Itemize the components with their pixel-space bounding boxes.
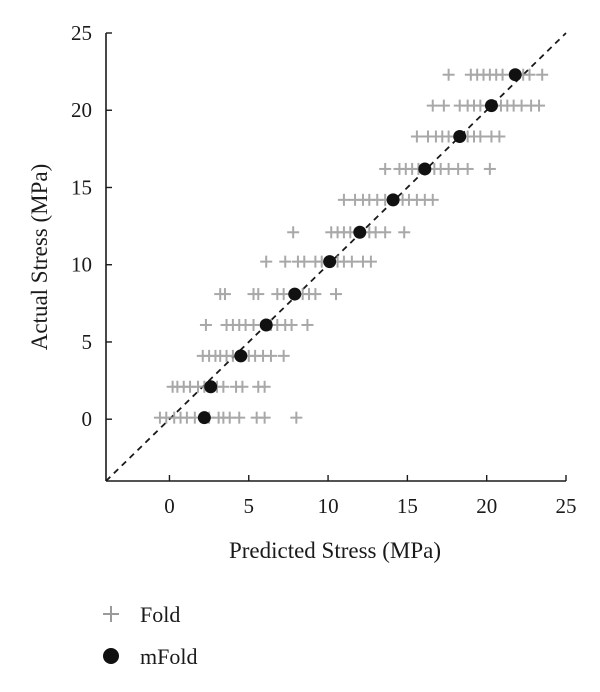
mfold-point	[508, 68, 522, 82]
x-tick-label: 10	[318, 494, 339, 518]
fold-point	[410, 130, 423, 143]
fold-point	[437, 99, 450, 112]
mfold-point	[259, 318, 273, 332]
fold-point	[233, 411, 246, 424]
fold-point	[260, 255, 273, 268]
x-tick-label: 5	[244, 494, 255, 518]
fold-point	[330, 288, 342, 301]
series-fold	[153, 68, 549, 424]
legend-marker-fold-plus-icon	[103, 606, 119, 622]
y-axis-title: Actual Stress (MPa)	[27, 164, 52, 351]
fold-point	[442, 68, 455, 81]
fold-point	[364, 255, 377, 268]
legend-label-mfold: mFold	[140, 644, 197, 669]
x-tick-label: 0	[164, 494, 175, 518]
mfold-point	[197, 411, 211, 425]
fold-point	[217, 380, 230, 393]
y-tick-label: 25	[71, 21, 92, 45]
fold-point	[426, 193, 439, 206]
fold-point	[337, 193, 350, 206]
fold-point	[285, 318, 298, 331]
x-tick-label: 15	[397, 494, 418, 518]
mfold-point	[234, 349, 248, 363]
mfold-point	[418, 162, 432, 176]
fold-point	[483, 162, 496, 175]
mfold-point	[453, 130, 467, 144]
mfold-point	[386, 193, 400, 207]
fold-point	[426, 99, 439, 112]
x-axis-title: Predicted Stress (MPa)	[229, 538, 441, 563]
mfold-point	[323, 255, 337, 269]
fold-point	[442, 130, 455, 143]
mfold-point	[353, 225, 367, 239]
fold-point	[536, 68, 549, 81]
legend-marker-mfold-circle-icon	[103, 648, 119, 664]
fold-point	[398, 226, 411, 239]
series-mfold	[197, 68, 522, 425]
y-tick-label: 0	[82, 407, 93, 431]
fold-point	[290, 411, 303, 424]
fold-point	[236, 380, 249, 393]
y-tick-label: 5	[82, 330, 93, 354]
x-tick-label: 25	[556, 494, 577, 518]
y-tick-label: 10	[71, 253, 92, 277]
identity-reference-line	[105, 32, 567, 482]
axes-layer: 0 5 10 15 20 25 0 5 10 15 20 25	[71, 21, 577, 518]
legend: Fold mFold	[103, 602, 197, 669]
fold-point	[309, 288, 322, 301]
fold-point	[461, 162, 474, 175]
mfold-point	[288, 287, 302, 301]
fold-point	[345, 255, 358, 268]
fold-point	[298, 255, 311, 268]
y-tick-label: 20	[71, 98, 92, 122]
legend-item-mfold: mFold	[103, 644, 197, 669]
fold-point	[199, 318, 212, 331]
fold-point	[218, 288, 231, 301]
fold-point	[279, 255, 292, 268]
fold-point	[301, 318, 314, 331]
x-tick-label: 20	[476, 494, 497, 518]
fold-point	[264, 349, 277, 362]
fold-point	[493, 130, 506, 143]
fold-point	[379, 162, 392, 175]
legend-item-fold: Fold	[103, 602, 180, 627]
fold-point	[474, 99, 487, 112]
plot-series-layer	[105, 32, 567, 482]
fold-point	[252, 288, 265, 301]
fold-point	[474, 130, 487, 143]
fold-point	[496, 68, 509, 81]
legend-mfold-circle	[103, 648, 119, 664]
fold-point	[247, 318, 260, 331]
legend-fold-plus-icon	[103, 606, 119, 622]
legend-label-fold: Fold	[140, 602, 180, 627]
fold-point	[258, 411, 271, 424]
y-tick-label: 15	[71, 175, 92, 199]
fold-point	[533, 99, 546, 112]
fold-point	[277, 349, 290, 362]
mfold-point	[204, 380, 218, 394]
mfold-point	[484, 99, 498, 113]
fold-point	[379, 226, 392, 239]
fold-point	[523, 68, 536, 81]
fold-point	[287, 226, 300, 239]
fold-point	[277, 288, 290, 301]
fold-point	[258, 380, 271, 393]
